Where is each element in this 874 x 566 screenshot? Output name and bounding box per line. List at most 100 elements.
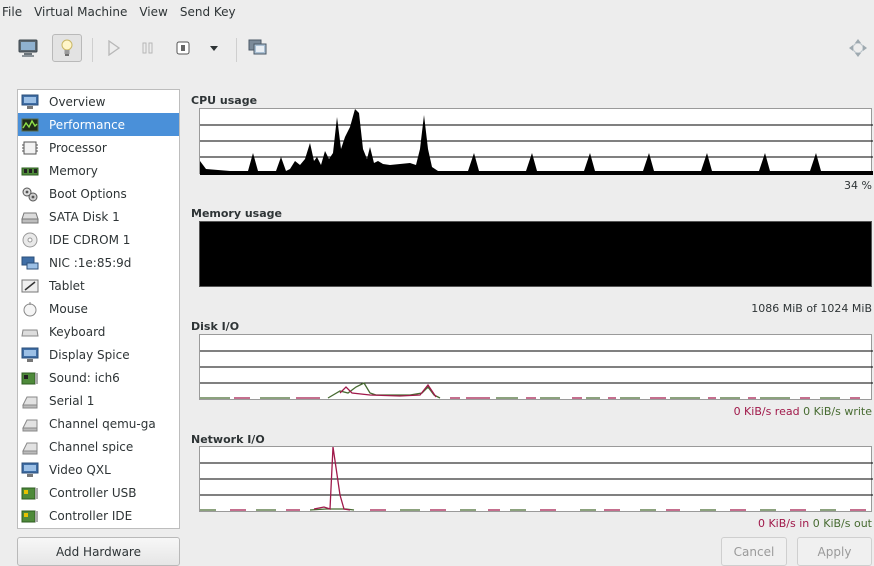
disk-read-line (234, 383, 860, 399)
sidebar-item-label: Display Spice (49, 347, 130, 362)
cpu-usage-readout: 34 % (844, 179, 872, 192)
memory-usage-graph (199, 221, 872, 287)
memory-module-icon (21, 163, 39, 179)
sidebar-item-label: Channel qemu-ga (49, 416, 156, 431)
toolbar-separator (92, 38, 93, 62)
gears-icon (21, 186, 39, 202)
cancel-button[interactable]: Cancel (721, 537, 787, 566)
sidebar-item-mouse[interactable]: Mouse (18, 297, 179, 320)
cdrom-icon (21, 232, 39, 248)
hardware-list: Overview Performance Processor Memory Boot O… (17, 89, 180, 529)
toolbar-separator (236, 38, 237, 62)
sidebar-item-label: Mouse (49, 301, 88, 316)
sidebar-item-sound-ich6[interactable]: Sound: ich6 (18, 366, 179, 389)
menu-send-key[interactable]: Send Key (179, 5, 236, 19)
mouse-icon (21, 301, 39, 317)
sidebar-item-label: Sound: ich6 (49, 370, 120, 385)
sidebar-item-label: Tablet (49, 278, 85, 293)
display-icon (21, 347, 39, 363)
toolbar (0, 28, 874, 74)
controller-icon (21, 508, 39, 524)
keyboard-icon (21, 324, 39, 340)
cpu-usage-fill (200, 109, 873, 175)
network-io-label: Network I/O (191, 433, 265, 446)
sidebar-item-label: Performance (49, 117, 126, 132)
sidebar-item-label: Serial 1 (49, 393, 95, 408)
sidebar-item-label: SATA Disk 1 (49, 209, 120, 224)
run-icon[interactable] (102, 34, 126, 62)
snapshots-icon[interactable] (246, 34, 270, 62)
cpu-chip-icon (21, 140, 39, 156)
sidebar-item-label: Video QXL (49, 462, 111, 477)
network-in-value: 0 KiB/s in (757, 517, 810, 530)
network-out-line (200, 508, 836, 511)
cpu-usage-label: CPU usage (191, 94, 258, 107)
memory-usage-label: Memory usage (191, 207, 282, 220)
sidebar-item-channel-spice[interactable]: Channel spice (18, 435, 179, 458)
sidebar-item-label: Controller USB (49, 485, 137, 500)
hard-disk-icon (21, 209, 39, 225)
sidebar-item-memory[interactable]: Memory (18, 159, 179, 182)
sidebar-item-label: Keyboard (49, 324, 106, 339)
disk-io-graph (199, 334, 873, 400)
sound-card-icon (21, 370, 39, 386)
network-io-readout: 0 KiB/s in 0 KiB/s out (758, 517, 872, 530)
sidebar-item-label: Boot Options (49, 186, 127, 201)
add-hardware-button[interactable]: Add Hardware (17, 537, 180, 566)
pause-icon[interactable] (136, 34, 160, 62)
cpu-usage-graph (199, 108, 873, 175)
sidebar-item-processor[interactable]: Processor (18, 136, 179, 159)
apply-button[interactable]: Apply (797, 537, 872, 566)
sidebar-item-serial-1[interactable]: Serial 1 (18, 389, 179, 412)
sidebar-item-overview[interactable]: Overview (18, 90, 179, 113)
fullscreen-icon[interactable] (846, 34, 870, 62)
add-hardware-label: Add Hardware (56, 544, 141, 559)
serial-port-icon (21, 393, 39, 409)
disk-read-value: 0 KiB/s read (733, 405, 800, 418)
sidebar-item-controller-usb[interactable]: Controller USB (18, 481, 179, 504)
menu-file[interactable]: File (2, 5, 23, 19)
sidebar-item-sata-disk-1[interactable]: SATA Disk 1 (18, 205, 179, 228)
menu-bar: File Virtual Machine View Send Key (0, 0, 874, 24)
details-bulb-icon[interactable] (52, 34, 82, 62)
disk-io-readout: 0 KiB/s read 0 KiB/s write (734, 405, 872, 418)
sidebar-item-nic-1e-85-9d[interactable]: NIC :1e:85:9d (18, 251, 179, 274)
sidebar-item-label: Memory (49, 163, 98, 178)
sidebar-item-tablet[interactable]: Tablet (18, 274, 179, 297)
sidebar-item-controller-ide[interactable]: Controller IDE (18, 504, 179, 527)
sidebar-item-display-spice[interactable]: Display Spice (18, 343, 179, 366)
console-icon[interactable] (14, 34, 42, 62)
sidebar-item-label: Processor (49, 140, 107, 155)
sidebar-item-performance[interactable]: Performance (18, 113, 179, 136)
sidebar-item-label: NIC :1e:85:9d (49, 255, 132, 270)
cancel-label: Cancel (733, 544, 775, 559)
sidebar-item-channel-qemu-ga[interactable]: Channel qemu-ga (18, 412, 179, 435)
sidebar-item-boot-options[interactable]: Boot Options (18, 182, 179, 205)
tablet-icon (21, 278, 39, 294)
sidebar-item-label: Controller IDE (49, 508, 133, 523)
controller-icon (21, 485, 39, 501)
apply-label: Apply (817, 544, 852, 559)
sidebar-item-label: Overview (49, 94, 106, 109)
menu-view[interactable]: View (139, 5, 168, 19)
monitor-icon (21, 94, 39, 110)
disk-write-value: 0 KiB/s write (803, 405, 872, 418)
sidebar-item-video-qxl[interactable]: Video QXL (18, 458, 179, 481)
network-io-graph (199, 446, 873, 512)
channel-icon (21, 439, 39, 455)
sidebar-item-keyboard[interactable]: Keyboard (18, 320, 179, 343)
network-out-value: 0 KiB/s out (812, 517, 872, 530)
network-card-icon (21, 255, 39, 271)
menu-virtual-machine[interactable]: Virtual Machine (34, 5, 128, 19)
performance-graph-icon (21, 117, 39, 133)
sidebar-item-ide-cdrom-1[interactable]: IDE CDROM 1 (18, 228, 179, 251)
disk-io-label: Disk I/O (191, 320, 240, 333)
shutdown-icon[interactable] (172, 34, 194, 62)
shutdown-dropdown-icon[interactable] (206, 34, 222, 62)
sidebar-item-label: IDE CDROM 1 (49, 232, 131, 247)
video-card-icon (21, 462, 39, 478)
disk-write-line (200, 382, 840, 399)
sidebar-item-label: Channel spice (49, 439, 134, 454)
channel-icon (21, 416, 39, 432)
memory-usage-readout: 1086 MiB of 1024 MiB (751, 302, 872, 315)
